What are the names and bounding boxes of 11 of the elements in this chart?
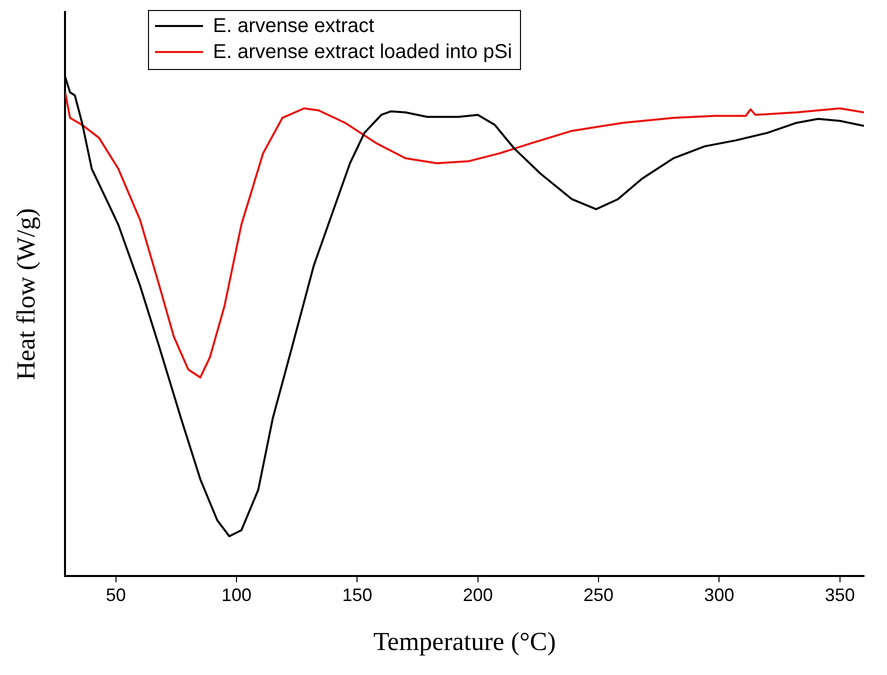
legend-label: E. arvense extract: [213, 14, 374, 39]
x-tick-label: 50: [106, 584, 126, 605]
x-tick-label: 100: [222, 584, 252, 605]
x-tick-label: 300: [704, 584, 734, 605]
legend-label: E. arvense extract loaded into pSi: [213, 40, 512, 65]
x-tick-label: 250: [584, 584, 614, 605]
y-axis-title: Heat flow (W/g): [11, 208, 40, 380]
x-tick-label: 350: [824, 584, 855, 605]
x-axis-title: Temperature (°C): [373, 627, 556, 656]
x-tick-label: 200: [462, 584, 493, 605]
x-tick-label: 150: [342, 584, 372, 605]
